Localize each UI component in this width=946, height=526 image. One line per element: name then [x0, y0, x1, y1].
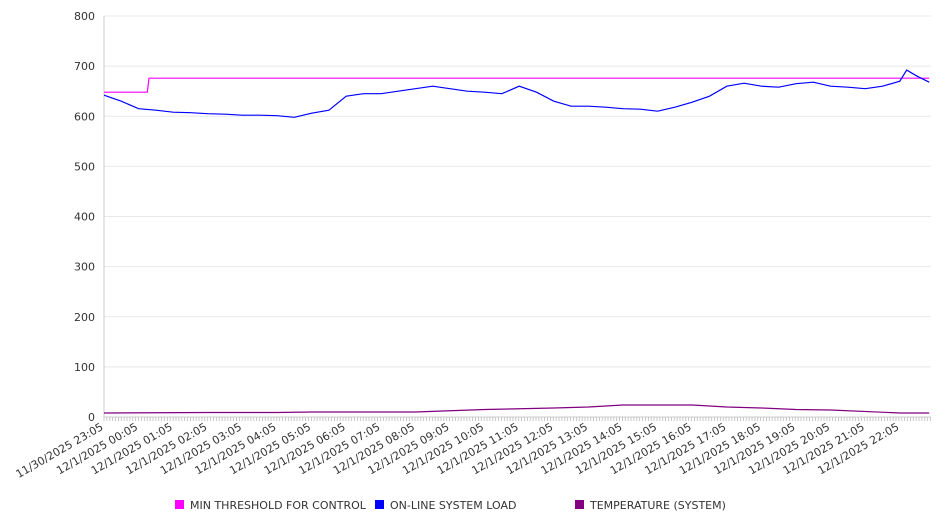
series-line-1	[103, 69, 930, 118]
y-tick-label: 100	[74, 361, 95, 374]
series-lines	[103, 69, 930, 414]
y-tick-label: 300	[74, 261, 95, 274]
series-line-0	[104, 77, 930, 93]
legend: MIN THRESHOLD FOR CONTROL ON-LINE SYSTEM …	[175, 499, 726, 512]
y-tick-label: 600	[74, 110, 95, 123]
legend-swatch	[375, 500, 384, 509]
legend-swatch	[175, 500, 184, 509]
legend-label: ON-LINE SYSTEM LOAD	[390, 499, 516, 512]
grid-lines	[104, 15, 931, 368]
y-tick-label: 500	[74, 160, 95, 173]
y-axis: 0 100 200 300 400 500 600 700 800	[74, 10, 105, 424]
legend-label: TEMPERATURE (SYSTEM)	[589, 499, 726, 512]
y-tick-label: 700	[74, 60, 95, 73]
y-tick-label: 200	[74, 311, 95, 324]
y-tick-label: 400	[74, 211, 95, 224]
series-line-2	[103, 404, 930, 414]
y-tick-label: 800	[74, 10, 95, 23]
legend-label: MIN THRESHOLD FOR CONTROL	[190, 499, 367, 512]
y-tick-label: 0	[88, 411, 95, 424]
legend-swatch	[575, 500, 584, 509]
